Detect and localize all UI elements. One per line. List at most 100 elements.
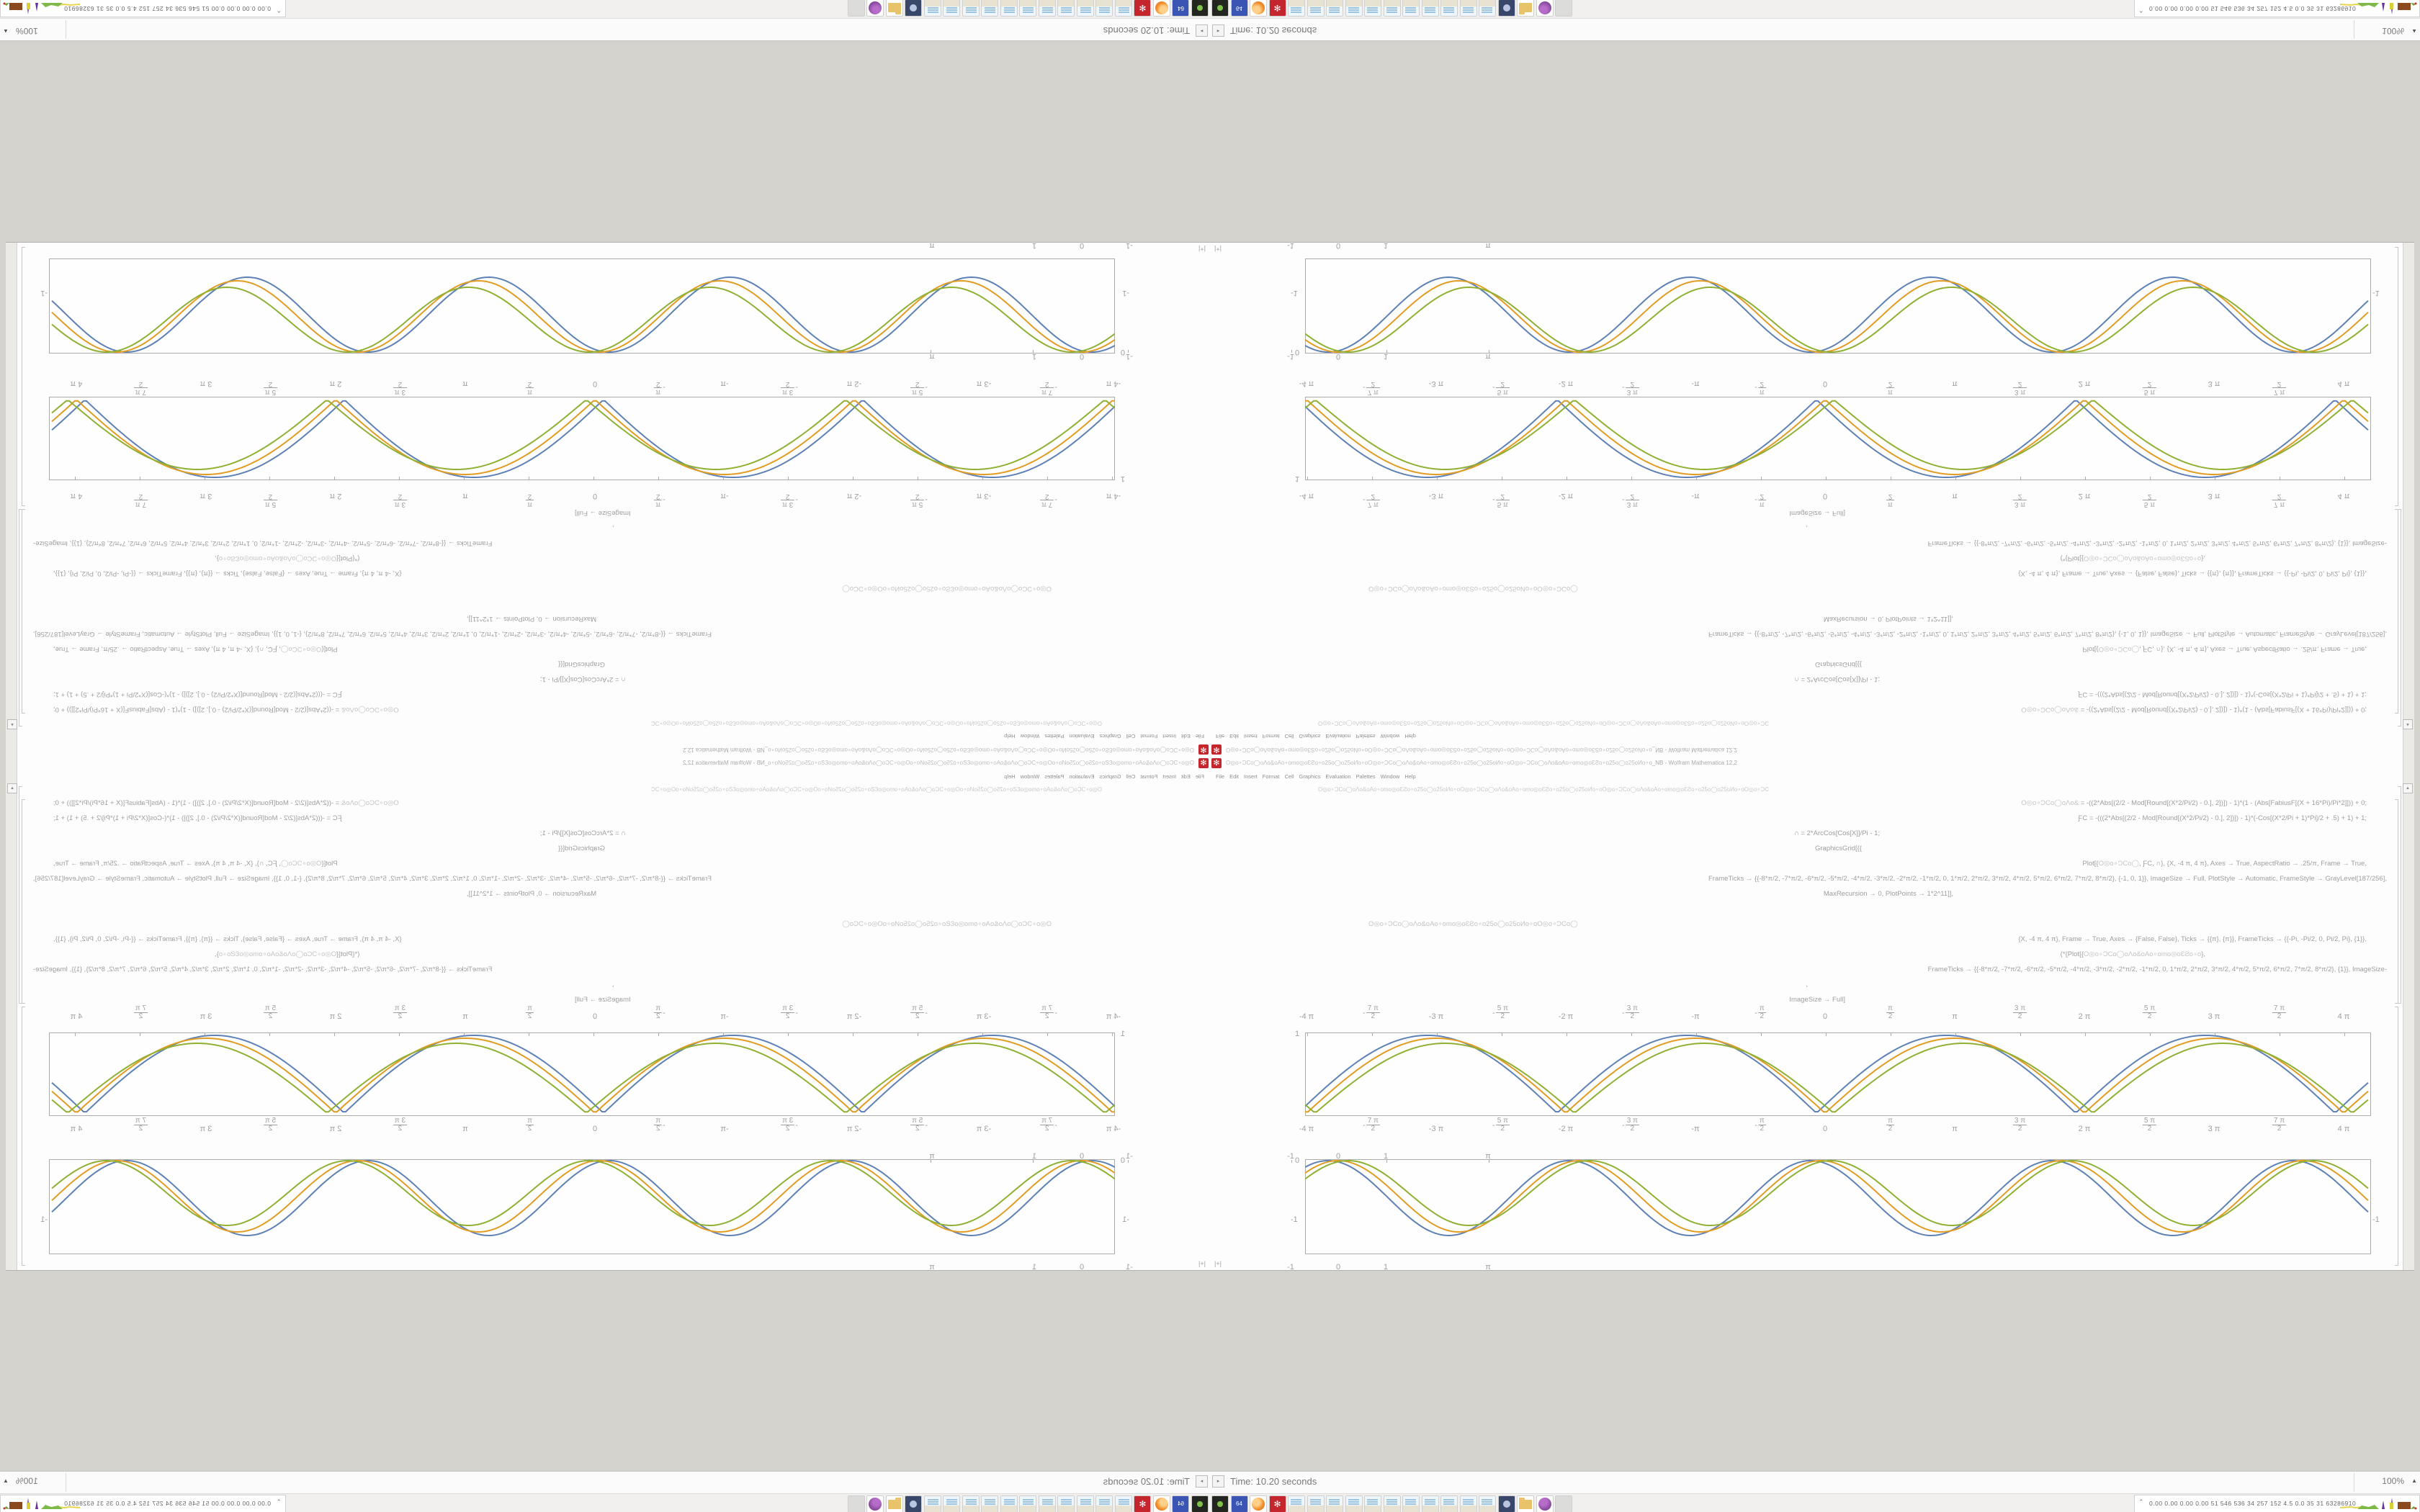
taskbar-icon-dark-app[interactable]	[1211, 1495, 1229, 1512]
taskbar-icon-disco-ball[interactable]	[1536, 0, 1554, 17]
scroll-right-button[interactable]: ▸	[1212, 1475, 1224, 1488]
menu-help[interactable]: Help	[1004, 733, 1016, 739]
scroll-right-button[interactable]: ▸	[1196, 1475, 1208, 1488]
taskbar-icon-doc[interactable]	[1440, 1495, 1458, 1512]
magnification-popup-arrow[interactable]: ▲	[2411, 28, 2417, 35]
vertical-scrollbar[interactable]: ▲	[6, 243, 17, 757]
menu-window[interactable]: Window	[1020, 773, 1040, 780]
taskbar-icon-floppy-64[interactable]: 64	[1230, 1495, 1248, 1512]
window-gear-icon[interactable]: ✻	[1198, 758, 1209, 768]
taskbar-icon-doc[interactable]	[1039, 1495, 1056, 1512]
taskbar-icon-doc[interactable]	[1459, 1495, 1477, 1512]
cell-bracket-outer[interactable]	[2398, 786, 2401, 1004]
window-gear-icon[interactable]: ✻	[1198, 744, 1209, 755]
code-cell[interactable]: O◎o∘ƆCo◯oΛo& = -((2*Abs[(2/2 - Mod[Round…	[1224, 799, 2393, 1011]
code-cell[interactable]: O◎o∘ƆCo◯oΛo& = -((2*Abs[(2/2 - Mod[Round…	[1224, 502, 2393, 714]
magnification-popup-arrow[interactable]: ▲	[3, 28, 9, 35]
mathematica-window[interactable]: ✻ O◎o∘ƆCo◯oΛo&oAo∘omo◎oƐƧo∘o25o◯o25oИo∘o…	[6, 242, 1210, 757]
window-titlebar[interactable]: ✻ O◎o∘ƆCo◯oΛo&oAo∘omo◎oƐƧo∘o25o◯o25oИo∘o…	[1210, 744, 2414, 755]
magnification-control[interactable]: 100%	[16, 1476, 38, 1486]
taskbar-icon-dark-app[interactable]	[1191, 0, 1209, 17]
taskbar-icon-doc[interactable]	[1095, 0, 1113, 17]
taskbar-icon-doc[interactable]	[924, 1495, 941, 1512]
taskbar-icon-floppy-64[interactable]: 64	[1172, 0, 1190, 17]
menu-insert[interactable]: Insert	[1162, 773, 1176, 780]
menu-file[interactable]: File	[1216, 733, 1225, 739]
taskbar-icon-doc[interactable]	[1326, 0, 1343, 17]
scroll-arrow-button[interactable]: ▲	[2403, 783, 2413, 793]
taskbar-icon-doc[interactable]	[1326, 1495, 1343, 1512]
taskbar-icon-doc[interactable]	[1000, 1495, 1018, 1512]
taskbar-icon-doc[interactable]	[1288, 0, 1305, 17]
taskbar-icon-doc[interactable]	[1000, 0, 1018, 17]
cell-insert-marker[interactable]: |+|	[1214, 1260, 1222, 1267]
taskbar-icon-doc[interactable]	[1345, 1495, 1363, 1512]
taskbar-icon-doc[interactable]	[1479, 1495, 1496, 1512]
menu-window[interactable]: Window	[1020, 733, 1040, 739]
taskbar-icon-doc[interactable]	[1057, 1495, 1075, 1512]
taskbar-icon-doc[interactable]	[1095, 1495, 1113, 1512]
vertical-scrollbar[interactable]: ▲	[2403, 243, 2414, 757]
menu-window[interactable]: Window	[1380, 733, 1400, 739]
taskbar-icon-firefox[interactable]	[1250, 0, 1267, 17]
menu-window[interactable]: Window	[1380, 773, 1400, 780]
taskbar-icon-doc[interactable]	[1307, 0, 1325, 17]
taskbar-icon-camera[interactable]	[905, 0, 923, 17]
taskbar-icon-doc[interactable]	[981, 1495, 999, 1512]
taskbar-icon-disco-ball[interactable]	[1536, 1495, 1554, 1512]
taskbar-icon-gray-app[interactable]	[848, 0, 865, 17]
taskbar-icon-doc[interactable]	[1421, 0, 1439, 17]
taskbar-icon-camera[interactable]	[1497, 0, 1515, 17]
window-titlebar[interactable]: ✻ O◎o∘ƆCo◯oΛo&oAo∘omo◎oƐƧo∘o25o◯o25oИo∘o…	[6, 744, 1210, 755]
magnification-popup-arrow[interactable]: ▲	[3, 1477, 9, 1484]
taskbar-icon-floppy-64[interactable]: 64	[1230, 0, 1248, 17]
taskbar-icon-red-gear[interactable]: ✻	[1268, 1495, 1286, 1512]
taskbar-icon-doc[interactable]	[924, 0, 941, 17]
menu-format[interactable]: Format	[1262, 773, 1280, 780]
menu-palettes[interactable]: Palettes	[1044, 733, 1065, 739]
menu-graphics[interactable]: Graphics	[1099, 773, 1121, 780]
menu-edit[interactable]: Edit	[1180, 773, 1191, 780]
taskbar-icon-doc[interactable]	[1459, 0, 1477, 17]
menu-file[interactable]: File	[1216, 773, 1225, 780]
taskbar-icon-folder[interactable]	[1517, 0, 1534, 17]
tray-collapse-icon[interactable]: ⌃	[2138, 6, 2144, 14]
menu-evaluation[interactable]: Evaluation	[1325, 733, 1351, 739]
menu-format[interactable]: Format	[1140, 773, 1158, 780]
menu-evaluation[interactable]: Evaluation	[1069, 773, 1095, 780]
taskbar-icon-red-gear[interactable]: ✻	[1268, 0, 1286, 17]
menu-insert[interactable]: Insert	[1244, 733, 1258, 739]
taskbar-icon-doc[interactable]	[1077, 1495, 1094, 1512]
taskbar-icon-firefox[interactable]	[1153, 0, 1170, 17]
taskbar-icon-doc[interactable]	[981, 0, 999, 17]
menu-help[interactable]: Help	[1404, 733, 1416, 739]
taskbar-icon-dark-app[interactable]	[1191, 1495, 1209, 1512]
window-gear-icon[interactable]: ✻	[1211, 758, 1222, 768]
cell-insert-marker[interactable]: |+|	[1198, 1260, 1206, 1267]
menu-cell[interactable]: Cell	[1284, 733, 1294, 739]
scroll-arrow-button[interactable]: ▲	[7, 719, 17, 729]
taskbar-icon-disco-ball[interactable]	[866, 1495, 884, 1512]
taskbar-icon-doc[interactable]	[1345, 0, 1363, 17]
menu-cell[interactable]: Cell	[1284, 773, 1294, 780]
window-gear-icon[interactable]: ✻	[1211, 744, 1222, 755]
taskbar-icon-doc[interactable]	[1383, 1495, 1401, 1512]
magnification-control[interactable]: 100%	[2382, 1476, 2404, 1486]
menu-edit[interactable]: Edit	[1229, 773, 1240, 780]
menu-cell[interactable]: Cell	[1126, 733, 1136, 739]
taskbar-icon-folder[interactable]	[1517, 1495, 1534, 1512]
menu-graphics[interactable]: Graphics	[1099, 733, 1121, 739]
mathematica-window[interactable]: ✻ O◎o∘ƆCo◯oΛo&oAo∘omo◎oƐƧo∘o25o◯o25oИo∘o…	[6, 756, 1210, 1271]
code-cell[interactable]: O◎o∘ƆCo◯oΛo& = -((2*Abs[(2/2 - Mod[Round…	[27, 502, 1196, 714]
taskbar-icon-doc[interactable]	[1288, 1495, 1305, 1512]
menu-graphics[interactable]: Graphics	[1299, 733, 1321, 739]
menu-insert[interactable]: Insert	[1162, 733, 1176, 739]
window-titlebar[interactable]: ✻ O◎o∘ƆCo◯oΛo&oAo∘omo◎oƐƧo∘o25o◯o25oИo∘o…	[6, 758, 1210, 769]
cell-bracket-output[interactable]	[2395, 247, 2398, 506]
cell-insert-marker[interactable]: |+|	[1214, 246, 1222, 253]
taskbar-icon-doc[interactable]	[1440, 0, 1458, 17]
menu-palettes[interactable]: Palettes	[1355, 733, 1376, 739]
taskbar-icon-doc[interactable]	[1402, 0, 1420, 17]
menu-help[interactable]: Help	[1404, 773, 1416, 780]
taskbar-icon-camera[interactable]	[905, 1495, 923, 1512]
